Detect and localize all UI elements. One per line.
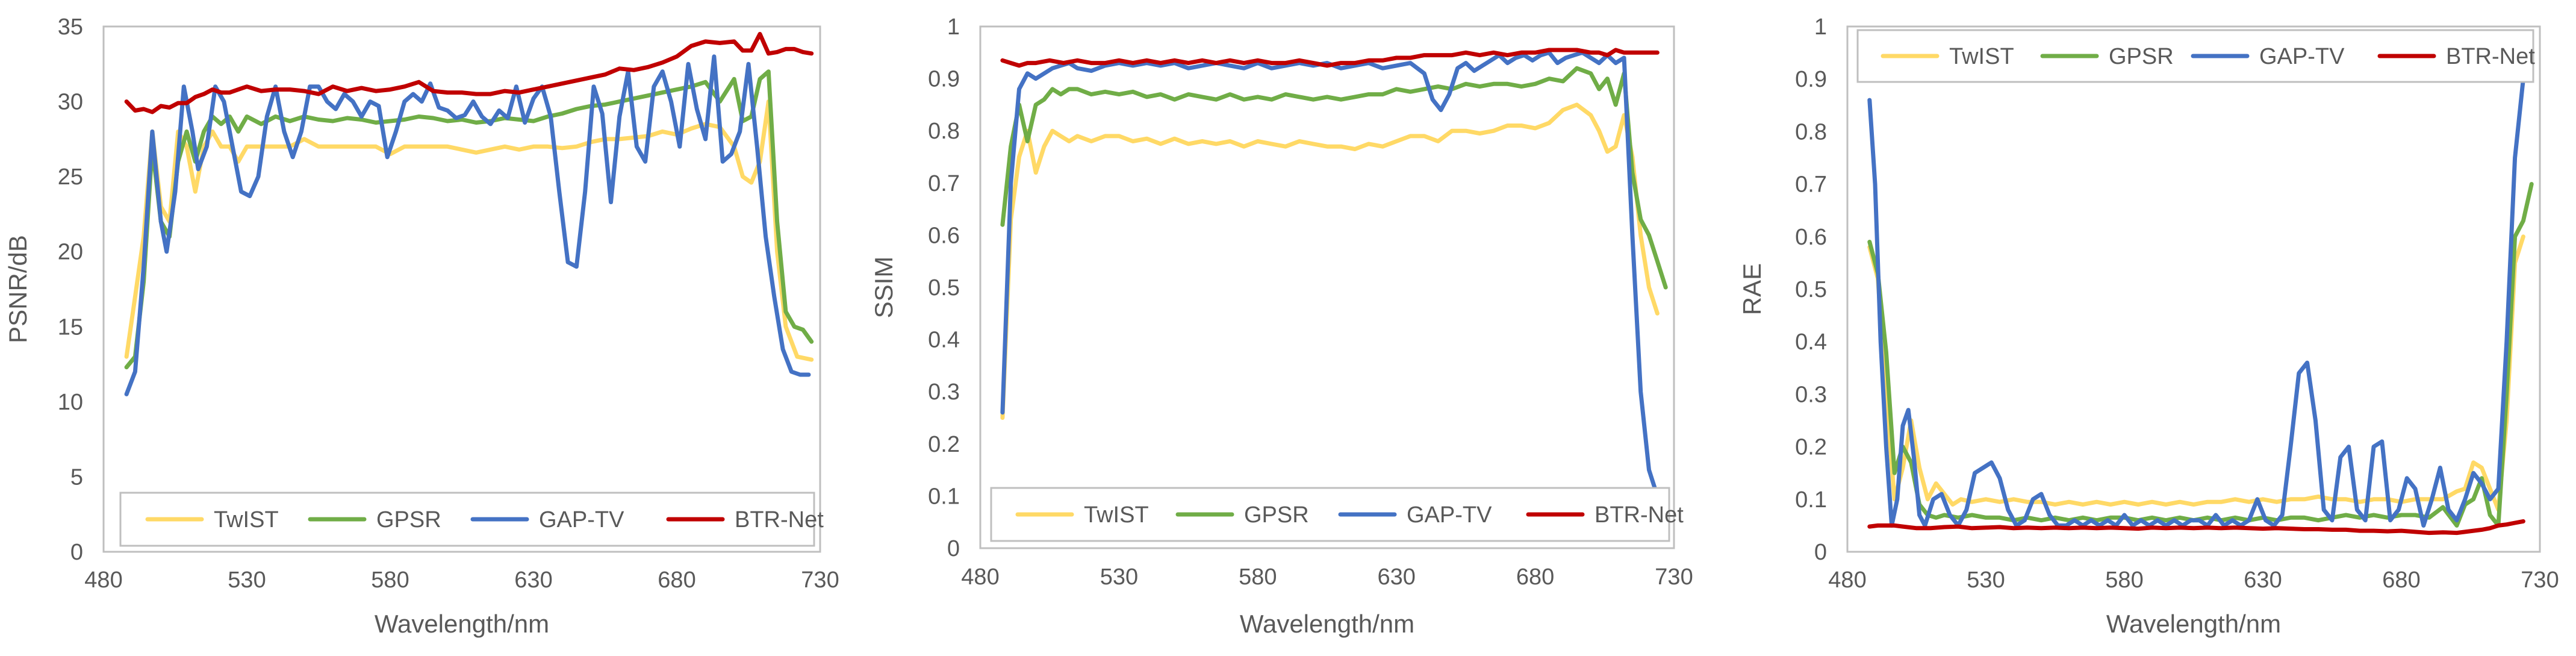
series-line-btr-net [1000, 48, 1660, 68]
x-tick-label: 630 [1377, 564, 1415, 590]
y-tick-label: 0.5 [928, 275, 960, 301]
legend-label: BTR-Net [735, 507, 824, 533]
x-tick-label: 530 [1967, 567, 2005, 593]
series-line-gpsr [1000, 66, 1668, 290]
y-tick-label: 0.4 [928, 328, 960, 353]
x-axis-label: Wavelength/nm [375, 610, 549, 638]
legend-label: GAP-TV [1407, 502, 1492, 528]
y-tick-label: 0.8 [928, 119, 960, 144]
y-tick-label: 0 [70, 540, 83, 565]
legend-label: TwIST [1949, 44, 2014, 69]
x-tick-label: 630 [514, 567, 552, 593]
x-tick-label: 580 [1239, 564, 1277, 590]
y-tick-label: 0.2 [1795, 435, 1827, 460]
y-tick-label: 1 [1814, 14, 1827, 40]
y-tick-label: 30 [58, 90, 83, 115]
x-tick-label: 730 [2521, 567, 2559, 593]
x-tick-label: 680 [2382, 567, 2420, 593]
y-tick-label: 0.9 [928, 67, 960, 92]
y-tick-label: 0.2 [928, 432, 960, 457]
y-tick-label: 0.5 [1795, 277, 1827, 302]
legend-label: GPSR [2109, 44, 2174, 69]
rae-chart: 0 0.1 0.2 0.3 0.4 0.5 0.6 0.7 0.8 0.9 1 480 530 580 63… [1717, 0, 2576, 656]
y-axis-label: PSNR/dB [4, 235, 32, 343]
psnr-chart-svg: 0 5 10 15 20 25 30 35 480 530 580 630 680 730 Waveleng… [4, 14, 839, 638]
series-line-gap-tv [1867, 77, 2525, 528]
y-axis-label: RAE [1738, 263, 1766, 315]
y-tick-label: 0 [947, 536, 960, 561]
legend-label: GAP-TV [2259, 44, 2345, 69]
y-tick-label: 35 [58, 14, 83, 40]
plot-area-ssim [979, 25, 1675, 549]
y-tick-label: 0.6 [1795, 225, 1827, 250]
x-tick-label: 530 [228, 567, 266, 593]
x-tick-label: 480 [84, 567, 122, 593]
plot-area-rae [1846, 25, 2541, 553]
x-tick-label: 480 [961, 564, 999, 590]
legend-label: GPSR [376, 507, 441, 533]
y-tick-label: 0.9 [1795, 67, 1827, 92]
y-tick-label: 10 [58, 390, 83, 415]
y-tick-label: 0.7 [928, 171, 960, 196]
x-tick-label: 730 [1655, 564, 1693, 590]
x-tick-label: 580 [371, 567, 409, 593]
y-tick-label: 0.3 [928, 380, 960, 405]
x-tick-label: 680 [658, 567, 695, 593]
series-line-btr-net [124, 32, 814, 114]
y-axis-label: SSIM [870, 257, 898, 319]
legend-label: BTR-Net [1594, 502, 1684, 528]
y-tick-label: 0.3 [1795, 382, 1827, 407]
x-tick-label: 480 [1828, 567, 1866, 593]
legend-label: TwIST [1084, 502, 1149, 528]
y-tick-label: 1 [947, 14, 960, 40]
legend-label: BTR-Net [2446, 44, 2535, 69]
y-tick-label: 0.6 [928, 223, 960, 248]
y-tick-label: 5 [70, 464, 83, 490]
ssim-chart: 0 0.1 0.2 0.3 0.4 0.5 0.6 0.7 0.8 0.9 1 480 530 580 63… [859, 0, 1717, 656]
y-tick-label: 0.7 [1795, 172, 1827, 198]
legend-label: TwIST [214, 507, 279, 533]
x-axis-label: Wavelength/nm [1240, 610, 1414, 638]
y-tick-label: 0.8 [1795, 119, 1827, 145]
y-tick-label: 15 [58, 314, 83, 340]
series-line-gpsr [1867, 182, 2534, 528]
legend-label: GAP-TV [539, 507, 624, 533]
y-tick-label: 0.1 [928, 484, 960, 509]
series-line-gap-tv [1000, 50, 1660, 498]
plot-area-psnr-db [102, 25, 821, 553]
x-axis-label: Wavelength/nm [2106, 610, 2281, 638]
x-tick-label: 680 [1516, 564, 1554, 590]
y-tick-label: 25 [58, 164, 83, 190]
series-line-gap-tv [124, 54, 811, 396]
x-tick-label: 630 [2244, 567, 2282, 593]
rae-chart-svg: 0 0.1 0.2 0.3 0.4 0.5 0.6 0.7 0.8 0.9 1 480 530 580 63… [1738, 14, 2559, 638]
series-line-btr-net [1867, 519, 2525, 536]
psnr-chart: 0 5 10 15 20 25 30 35 480 530 580 630 680 730 Waveleng… [0, 0, 859, 656]
y-tick-label: 0.4 [1795, 330, 1827, 355]
y-tick-label: 0 [1814, 540, 1827, 565]
y-tick-label: 0.1 [1795, 487, 1827, 513]
x-tick-label: 530 [1100, 564, 1138, 590]
series-line-twist [1867, 234, 2525, 512]
legend-label: GPSR [1244, 502, 1309, 528]
y-tick-label: 20 [58, 240, 83, 265]
ssim-chart-svg: 0 0.1 0.2 0.3 0.4 0.5 0.6 0.7 0.8 0.9 1 480 530 580 63… [870, 14, 1693, 638]
x-tick-label: 580 [2105, 567, 2143, 593]
x-tick-label: 730 [801, 567, 839, 593]
series-line-twist [1000, 102, 1660, 420]
